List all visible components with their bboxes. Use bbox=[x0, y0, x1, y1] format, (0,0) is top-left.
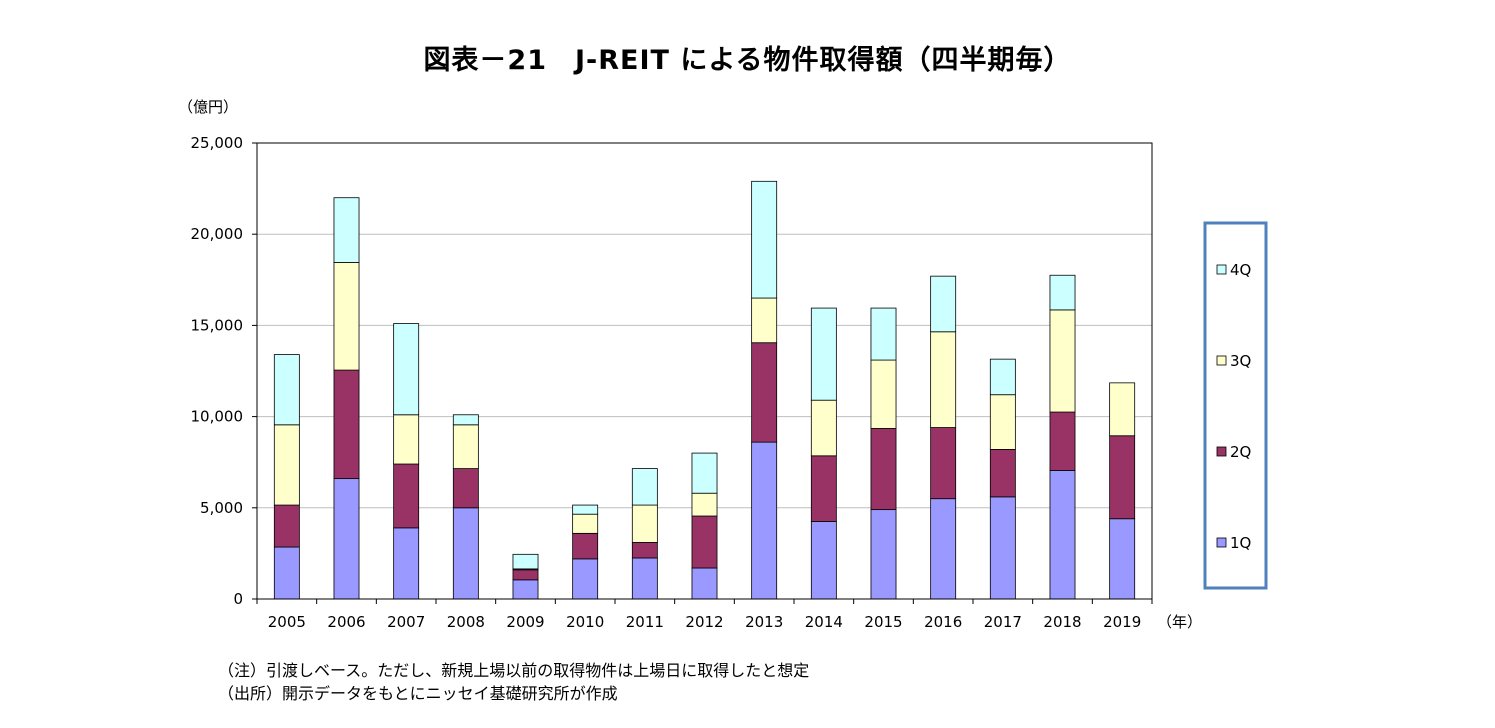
bar-2014-1Q bbox=[810, 521, 837, 600]
legend: 4Q 3Q 2Q 1Q bbox=[1216, 261, 1251, 552]
bar-2018-4Q bbox=[1049, 274, 1076, 311]
footnote-note: （注）引渡しベース。ただし、新規上場以前の取得物件は上場日に取得したと想定 bbox=[218, 661, 810, 680]
bar-2012-2Q bbox=[691, 515, 718, 569]
x-tick-label: 2013 bbox=[745, 613, 783, 631]
legend-swatch-4Q bbox=[1216, 264, 1227, 275]
y-tick-label: 25,000 bbox=[191, 134, 244, 152]
bar-2005-4Q bbox=[273, 354, 300, 426]
bar-2007-4Q bbox=[393, 323, 420, 416]
bar-2018-1Q bbox=[1049, 470, 1076, 600]
bar-2010-3Q bbox=[572, 513, 599, 534]
legend-label-2Q: 2Q bbox=[1230, 443, 1251, 461]
chart-title: 図表－21 J-REIT による物件取得額（四半期毎） bbox=[423, 45, 1072, 76]
y-tick-label: 5,000 bbox=[200, 499, 243, 517]
legend-box bbox=[1203, 221, 1268, 590]
bar-2007-3Q bbox=[393, 414, 420, 465]
bar-2017-1Q bbox=[989, 496, 1016, 600]
bar-2009-1Q bbox=[512, 579, 539, 600]
bar-2016-3Q bbox=[930, 331, 957, 428]
y-tick-label: 0 bbox=[233, 590, 243, 608]
bar-2019-2Q bbox=[1109, 435, 1136, 520]
bar-2011-2Q bbox=[631, 542, 658, 559]
bar-2010-4Q bbox=[572, 504, 599, 515]
bar-2006-4Q bbox=[333, 197, 360, 263]
bar-2008-4Q bbox=[452, 414, 479, 426]
y-tick-label: 15,000 bbox=[191, 316, 244, 334]
bar-2012-1Q bbox=[691, 567, 718, 600]
y-tick-label: 10,000 bbox=[191, 408, 244, 426]
bar-2019-1Q bbox=[1109, 518, 1136, 600]
bar-2012-4Q bbox=[691, 452, 718, 494]
bar-2016-4Q bbox=[930, 275, 957, 333]
plot-area-border bbox=[256, 142, 1153, 600]
legend-label-4Q: 4Q bbox=[1230, 261, 1251, 279]
bar-2011-4Q bbox=[631, 468, 658, 506]
bar-2015-4Q bbox=[870, 307, 897, 361]
bar-2013-1Q bbox=[751, 441, 778, 600]
bar-2008-3Q bbox=[452, 424, 479, 469]
bar-2007-1Q bbox=[393, 527, 420, 600]
bar-2006-2Q bbox=[333, 369, 360, 480]
bar-2017-3Q bbox=[989, 394, 1016, 450]
y-tick-label: 20,000 bbox=[191, 225, 244, 243]
bar-2018-3Q bbox=[1049, 309, 1076, 413]
bar-2012-3Q bbox=[691, 492, 718, 517]
bar-2015-2Q bbox=[870, 428, 897, 511]
x-tick-label: 2008 bbox=[447, 613, 485, 631]
bar-2016-2Q bbox=[930, 427, 957, 500]
legend-swatch-2Q bbox=[1216, 446, 1227, 457]
bar-2006-1Q bbox=[333, 478, 360, 600]
x-tick-label: 2007 bbox=[387, 613, 425, 631]
x-tick-label: 2006 bbox=[327, 613, 365, 631]
bar-2006-3Q bbox=[333, 262, 360, 371]
bar-2011-1Q bbox=[631, 557, 658, 600]
bar-2008-1Q bbox=[452, 507, 479, 600]
bar-2017-4Q bbox=[989, 358, 1016, 396]
x-tick-label: 2016 bbox=[924, 613, 962, 631]
bar-2019-3Q bbox=[1109, 382, 1136, 437]
bar-2014-2Q bbox=[810, 455, 837, 522]
bar-2008-2Q bbox=[452, 468, 479, 509]
bar-2013-3Q bbox=[751, 297, 778, 344]
x-tick-label: 2010 bbox=[566, 613, 604, 631]
bar-2013-2Q bbox=[751, 342, 778, 443]
bar-2018-2Q bbox=[1049, 411, 1076, 471]
x-tick-label: 2009 bbox=[506, 613, 544, 631]
legend-label-1Q: 1Q bbox=[1230, 534, 1251, 552]
bar-2014-3Q bbox=[810, 399, 837, 457]
bar-2007-2Q bbox=[393, 463, 420, 529]
bar-2014-4Q bbox=[810, 307, 837, 401]
x-axis-ticks: 2005 2006 2007 2008 2009 2010 2011 2012 2013 2014… bbox=[256, 599, 1153, 631]
legend-label-3Q: 3Q bbox=[1230, 352, 1251, 370]
x-tick-label: 2012 bbox=[685, 613, 723, 631]
bar-2017-2Q bbox=[989, 449, 1016, 498]
bar-2011-3Q bbox=[631, 504, 658, 543]
x-tick-label: 2005 bbox=[268, 613, 306, 631]
bar-2009-4Q bbox=[512, 553, 539, 570]
x-tick-label: 2011 bbox=[626, 613, 664, 631]
x-tick-label: 2014 bbox=[805, 613, 843, 631]
bar-2015-1Q bbox=[870, 509, 897, 600]
x-tick-label: 2017 bbox=[984, 613, 1022, 631]
bar-2013-4Q bbox=[751, 180, 778, 299]
legend-swatch-3Q bbox=[1216, 355, 1227, 366]
footnote-source: （出所）開示データをもとにニッセイ基礎研究所が作成 bbox=[218, 684, 618, 703]
legend-swatch-1Q bbox=[1216, 537, 1227, 548]
bar-2010-1Q bbox=[572, 558, 599, 600]
y-axis-label: （億円） bbox=[178, 98, 238, 116]
bar-2009-2Q bbox=[512, 569, 539, 581]
bar-2005-3Q bbox=[273, 424, 300, 506]
bar-2005-1Q bbox=[273, 546, 300, 600]
y-axis-ticks: 0 5,000 10,000 15,000 20,000 25,000 bbox=[191, 134, 257, 608]
bar-2005-2Q bbox=[273, 504, 300, 548]
bar-2015-3Q bbox=[870, 359, 897, 429]
x-tick-label: 2019 bbox=[1103, 613, 1141, 631]
bar-2010-2Q bbox=[572, 532, 599, 560]
x-tick-label: 2015 bbox=[864, 613, 902, 631]
x-axis-label: （年） bbox=[1157, 613, 1202, 631]
x-tick-label: 2018 bbox=[1043, 613, 1081, 631]
bar-2016-1Q bbox=[930, 498, 957, 600]
bars bbox=[273, 180, 1136, 600]
